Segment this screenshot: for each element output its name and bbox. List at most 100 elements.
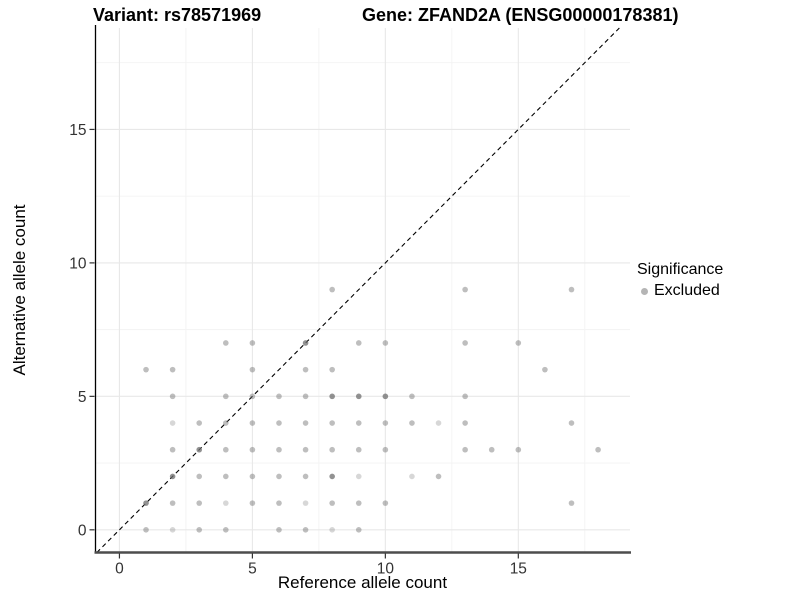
data-point <box>143 366 149 373</box>
data-point <box>355 420 362 426</box>
data-point <box>302 446 309 453</box>
data-point <box>223 527 229 533</box>
data-point <box>568 500 575 506</box>
data-point <box>382 340 389 346</box>
data-point <box>169 446 176 453</box>
data-point <box>196 420 203 426</box>
data-point <box>382 500 389 506</box>
data-point <box>249 420 256 426</box>
data-point <box>329 286 335 293</box>
data-point <box>355 446 362 453</box>
data-point <box>169 393 176 400</box>
data-point <box>542 366 548 373</box>
data-point <box>249 366 256 373</box>
identity-line <box>96 27 620 553</box>
data-point <box>355 500 362 506</box>
y-tick-label: 5 <box>78 389 87 406</box>
data-point <box>515 446 522 453</box>
data-point <box>462 420 468 426</box>
data-point <box>462 286 468 293</box>
data-point <box>249 446 256 453</box>
data-point <box>302 366 309 373</box>
data-point <box>223 420 229 426</box>
data-point <box>382 393 389 400</box>
gene-title: Gene: ZFAND2A (ENSG00000178381) <box>362 5 679 25</box>
y-axis-label: Alternative allele count <box>10 204 29 376</box>
data-point <box>143 527 149 533</box>
data-point <box>302 473 309 480</box>
data-point <box>462 340 468 346</box>
y-tick-label: 10 <box>69 255 87 272</box>
data-point <box>276 446 282 453</box>
data-point <box>329 420 335 426</box>
data-point <box>355 393 362 400</box>
data-point <box>355 473 362 480</box>
data-point <box>276 473 282 480</box>
data-point <box>196 500 203 506</box>
data-point <box>169 527 176 533</box>
data-point <box>462 446 468 453</box>
data-point <box>169 473 176 480</box>
data-point <box>595 446 601 453</box>
data-point <box>249 340 256 346</box>
data-point <box>568 286 575 293</box>
data-point <box>488 446 495 453</box>
y-tick-label: 15 <box>69 122 86 139</box>
data-point <box>223 340 229 346</box>
x-tick-label: 15 <box>510 561 527 578</box>
data-point <box>435 420 442 426</box>
data-point <box>276 420 282 426</box>
data-point <box>355 340 362 346</box>
data-point <box>329 446 335 453</box>
data-point <box>302 340 309 346</box>
data-point <box>302 500 309 506</box>
data-point <box>169 366 176 373</box>
data-point <box>223 500 229 506</box>
data-point <box>249 473 256 480</box>
x-tick-label: 5 <box>248 561 257 578</box>
data-point <box>276 500 282 506</box>
data-point <box>355 527 362 533</box>
x-tick-label: 0 <box>115 561 124 578</box>
legend-item-label: Excluded <box>654 282 720 299</box>
data-point <box>435 473 442 480</box>
data-point <box>169 500 176 506</box>
data-point <box>276 527 282 533</box>
data-point <box>329 500 335 506</box>
data-point <box>169 420 176 426</box>
legend-point-icon <box>641 287 648 295</box>
data-point <box>249 393 256 400</box>
data-point <box>276 393 282 400</box>
data-point <box>409 420 415 426</box>
data-point <box>329 473 335 480</box>
data-point <box>302 420 309 426</box>
data-point <box>302 393 309 400</box>
data-point <box>223 393 229 400</box>
data-point <box>329 527 335 533</box>
data-point <box>409 393 415 400</box>
data-point <box>196 446 203 453</box>
data-point <box>196 527 203 533</box>
data-point <box>223 446 229 453</box>
legend-item: Excluded <box>637 282 723 300</box>
variant-title: Variant: rs78571969 <box>93 5 262 25</box>
data-point <box>382 420 389 426</box>
data-point <box>462 393 468 400</box>
data-point <box>196 473 203 480</box>
data-point <box>329 366 335 373</box>
x-tick-label: 10 <box>377 561 395 578</box>
data-point <box>515 340 522 346</box>
data-point <box>302 527 309 533</box>
legend-title: Significance <box>637 261 724 278</box>
data-point <box>409 473 415 480</box>
data-point <box>382 446 389 453</box>
data-point <box>568 420 575 426</box>
data-point <box>329 393 335 400</box>
y-tick-label: 0 <box>78 522 87 539</box>
legend: Significance Excluded <box>637 261 723 300</box>
data-point <box>143 500 149 506</box>
data-point <box>223 473 229 480</box>
x-axis-label: Reference allele count <box>277 573 448 592</box>
